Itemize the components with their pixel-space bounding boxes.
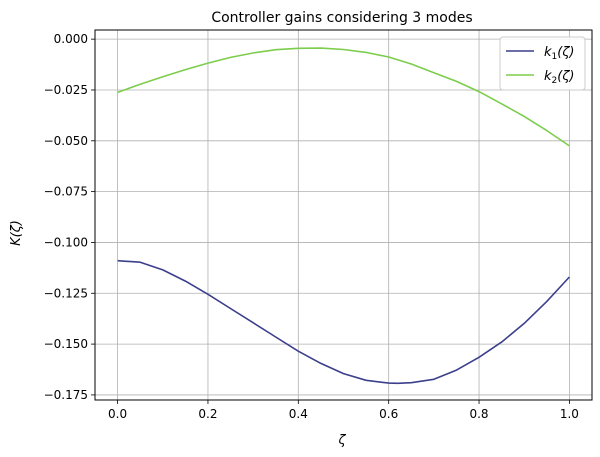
grid — [95, 30, 592, 400]
axis-ticks: 0.0 0.2 0.4 0.6 0.8 1.0 0.000 −0.025 −0.050 −0.07… — [44, 32, 579, 421]
series-line-2 — [117, 47, 570, 147]
x-tick-label: 0.2 — [198, 407, 217, 421]
y-tick-label: −0.050 — [44, 134, 88, 148]
y-tick-label: −0.075 — [44, 185, 88, 199]
y-tick-label: −0.175 — [44, 388, 88, 402]
series-lines — [117, 47, 570, 385]
x-tick-label: 0.6 — [379, 407, 398, 421]
y-tick-label: −0.125 — [44, 286, 88, 300]
y-axis-label: K(ζ) — [9, 220, 24, 246]
x-tick-label: 1.0 — [560, 407, 579, 421]
chart-title: Controller gains considering 3 modes — [211, 10, 472, 26]
y-tick-label: −0.100 — [44, 235, 88, 249]
y-tick-label: −0.150 — [44, 337, 88, 351]
x-axis-label: ζ — [337, 433, 346, 448]
x-tick-label: 0.4 — [289, 407, 308, 421]
x-tick-label: 0.8 — [469, 407, 488, 421]
y-tick-label: −0.025 — [44, 83, 88, 97]
plot-frame — [94, 29, 593, 401]
legend-label-1: k1(ζ) — [544, 45, 574, 62]
legend-label-2: k2(ζ) — [544, 69, 574, 86]
series-line-1 — [117, 259, 570, 385]
x-tick-label: 0.0 — [108, 407, 127, 421]
y-tick-label: 0.000 — [54, 32, 88, 46]
legend: k1(ζ) k2(ζ) — [499, 36, 586, 91]
